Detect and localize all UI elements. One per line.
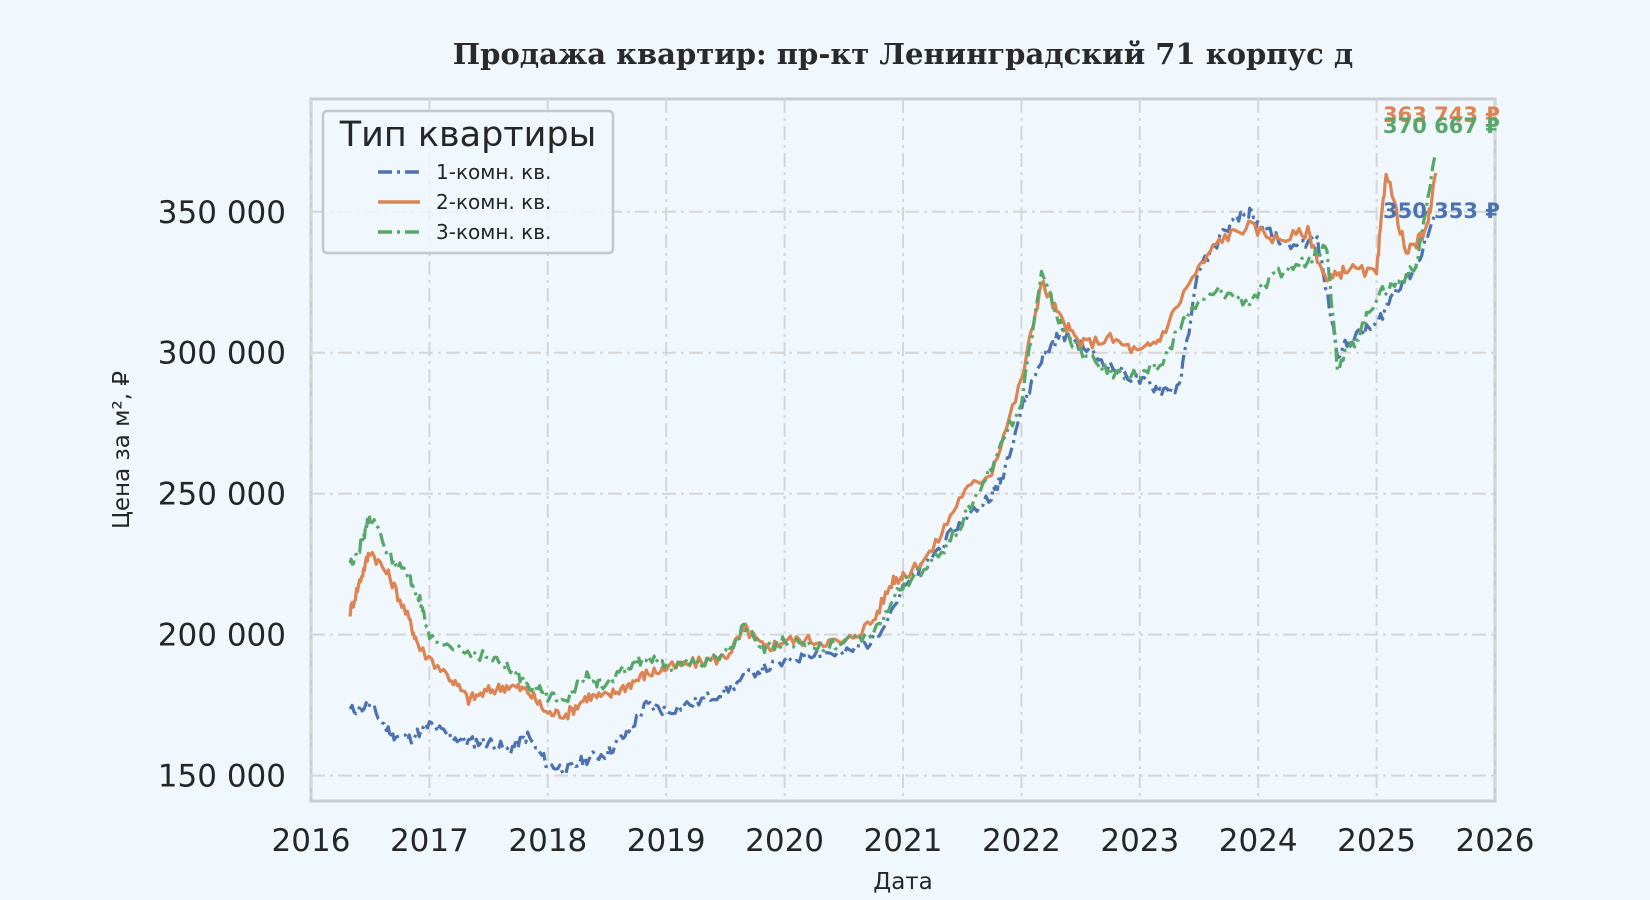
x-tick-label: 2019 (627, 823, 706, 859)
y-axis-ticks: 150 000 200 000 250 000 300 000 350 000 (158, 195, 286, 795)
legend-label-1: 1-комн. кв. (436, 160, 551, 184)
x-tick-label: 2025 (1337, 823, 1416, 859)
legend-label-3: 3-комн. кв. (436, 220, 551, 244)
series-line-3 (348, 153, 1438, 704)
series-layer (348, 153, 1438, 776)
x-tick-label: 2016 (272, 823, 351, 859)
x-tick-label: 2022 (982, 823, 1061, 859)
x-tick-label: 2023 (1100, 823, 1179, 859)
legend: Тип квартиры 1-комн. кв. 2-комн. кв. 3-ком… (321, 109, 615, 255)
end-label-series-3: 370 667 ₽ (1383, 114, 1500, 138)
y-tick-label: 350 000 (158, 195, 286, 231)
x-axis-label: Дата (873, 869, 933, 895)
x-tick-label: 2017 (390, 823, 469, 859)
legend-label-2: 2-комн. кв. (436, 190, 551, 214)
legend-items: 1-комн. кв. 2-комн. кв. 3-комн. кв. (378, 160, 551, 244)
x-axis-ticks: 2016 2017 2018 2019 2020 2021 2022 2023 2024 2025… (272, 823, 1535, 859)
x-tick-label: 2018 (508, 823, 587, 859)
y-tick-label: 200 000 (158, 618, 286, 654)
chart-title: Продажа квартир: пр-кт Ленинградский 71 … (453, 37, 1353, 71)
y-tick-label: 250 000 (158, 477, 286, 513)
x-tick-label: 2026 (1456, 823, 1535, 859)
x-tick-label: 2021 (864, 823, 943, 859)
end-labels: 350 353 ₽ 363 743 ₽370 667 ₽ (1383, 103, 1500, 223)
end-label-series-2: 363 743 ₽ (1383, 103, 1500, 127)
legend-title: Тип квартиры (339, 115, 597, 155)
x-tick-label: 2020 (745, 823, 824, 859)
y-tick-label: 300 000 (158, 336, 286, 372)
end-label-series-1: 350 353 ₽ (1383, 199, 1500, 223)
x-tick-label: 2024 (1219, 823, 1298, 859)
y-axis-label: Цена за м², ₽ (109, 371, 135, 529)
legend-box (321, 109, 615, 255)
y-tick-label: 150 000 (158, 759, 286, 795)
